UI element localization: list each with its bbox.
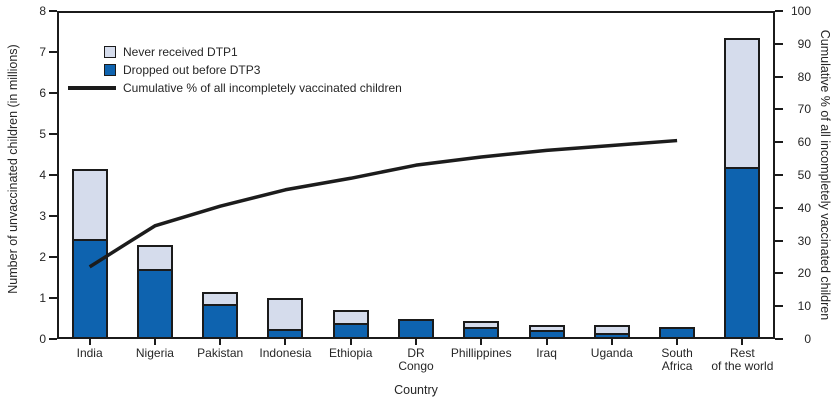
left-axis-tick-2 xyxy=(49,256,57,258)
bar-rest-of-the-world-never-received-segment xyxy=(724,37,761,167)
left-axis-tick-7 xyxy=(49,51,57,53)
right-axis-tick-label-10: 10 xyxy=(797,299,811,314)
legend-item-dropped-out-before-dtp3: Dropped out before DTP3 xyxy=(66,62,402,77)
left-axis-title: Number of unvaccinated children (in mill… xyxy=(6,44,20,294)
bar-nigeria-dropped-out-segment xyxy=(136,269,173,339)
x-axis-label-phillippines: Phillippines xyxy=(450,346,512,360)
right-axis-tick-70 xyxy=(775,108,783,111)
right-axis-tick-90 xyxy=(775,42,783,45)
bar-rest-of-the-world-dropped-out-segment xyxy=(724,166,761,339)
x-axis-label-south-africa: South Africa xyxy=(661,346,693,373)
right-axis-tick-label-80: 80 xyxy=(797,69,811,84)
right-axis-tick-50 xyxy=(775,174,783,176)
x-axis-tick-phillippines xyxy=(480,339,483,345)
right-axis-tick-30 xyxy=(775,239,783,242)
legend-item-cumulative-line: Cumulative % of all incompletely vaccina… xyxy=(66,80,402,95)
right-axis-tick-label-100: 100 xyxy=(790,4,811,18)
right-axis-tick-20 xyxy=(775,272,783,275)
left-axis-tick-6 xyxy=(49,92,57,94)
left-axis-tick-8 xyxy=(49,10,57,12)
cumulative-line-swatch-icon xyxy=(68,85,116,90)
x-axis-title: Country xyxy=(394,383,438,397)
right-axis-tick-label-90: 90 xyxy=(797,36,811,51)
left-axis-tick-label-8: 8 xyxy=(39,4,46,18)
x-axis-label-indonesia: Indonesia xyxy=(259,346,312,360)
right-axis-tick-label-20: 20 xyxy=(797,266,811,281)
right-axis-tick-100 xyxy=(775,10,783,12)
bar-india-never-received-segment xyxy=(71,168,108,239)
x-axis-label-rest-of-the-world: Rest of the world xyxy=(711,346,774,373)
right-axis-tick-10 xyxy=(775,305,783,308)
right-axis-tick-label-70: 70 xyxy=(797,102,811,117)
x-axis-tick-dr-congo xyxy=(415,339,417,345)
x-axis-label-uganda: Uganda xyxy=(590,346,633,360)
bar-indonesia-never-received-segment xyxy=(267,298,304,329)
x-axis-label-ethiopia: Ethiopia xyxy=(329,346,373,360)
plot-area xyxy=(57,11,775,339)
left-axis-tick-label-7: 7 xyxy=(39,45,46,59)
bar-uganda-never-received-segment xyxy=(593,324,630,333)
left-axis-tick-3 xyxy=(49,215,57,217)
right-axis-tick-label-50: 50 xyxy=(797,168,811,182)
right-axis-tick-80 xyxy=(775,75,783,78)
right-axis-title: Cumulative % of all incompletely vaccina… xyxy=(818,29,832,321)
dropped-out-before-dtp3-swatch-icon xyxy=(104,63,116,76)
right-axis-tick-label-30: 30 xyxy=(797,233,811,248)
right-axis-tick-0 xyxy=(775,338,783,340)
legend-item-never-received-dtp1: Never received DTP1 xyxy=(66,44,402,59)
x-axis-tick-rest-of-the-world xyxy=(741,339,744,345)
x-axis-tick-ethiopia xyxy=(349,339,352,345)
x-axis-tick-indonesia xyxy=(284,339,287,345)
x-axis-label-pakistan: Pakistan xyxy=(197,346,244,360)
never-received-dtp1-swatch-icon xyxy=(104,45,116,58)
bar-phillippines-never-received-segment xyxy=(463,320,500,327)
left-axis-tick-1 xyxy=(49,297,57,299)
left-axis-tick-5 xyxy=(49,133,57,135)
x-axis-label-nigeria: Nigeria xyxy=(135,346,174,360)
left-axis-tick-label-5: 5 xyxy=(39,127,46,141)
left-axis-tick-label-3: 3 xyxy=(39,209,46,223)
x-axis-label-india: India xyxy=(76,346,103,360)
bar-india-dropped-out-segment xyxy=(71,238,108,339)
x-axis-tick-pakistan xyxy=(219,339,222,345)
right-axis-tick-40 xyxy=(775,206,783,209)
right-axis-tick-label-40: 40 xyxy=(797,200,811,215)
legend-label: Never received DTP1 xyxy=(123,44,238,59)
bar-pakistan-never-received-segment xyxy=(202,291,239,305)
legend: Never received DTP1 Dropped out before D… xyxy=(66,44,402,98)
bar-ethiopia-never-received-segment xyxy=(332,310,369,323)
x-axis-tick-uganda xyxy=(610,339,613,345)
right-axis-tick-60 xyxy=(775,141,783,144)
x-axis-tick-india xyxy=(88,339,91,345)
bar-nigeria-never-received-segment xyxy=(136,244,173,270)
x-axis-tick-iraq xyxy=(545,339,548,345)
legend-label: Dropped out before DTP3 xyxy=(123,62,261,77)
left-axis-tick-4 xyxy=(49,174,57,176)
left-axis-tick-label-6: 6 xyxy=(39,86,46,100)
right-axis-tick-label-0: 0 xyxy=(804,332,811,346)
bar-iraq-never-received-segment xyxy=(528,324,565,330)
left-axis-tick-0 xyxy=(49,338,57,340)
left-axis-tick-label-2: 2 xyxy=(39,250,46,264)
legend-label: Cumulative % of all incompletely vaccina… xyxy=(123,80,402,95)
left-axis-tick-label-1: 1 xyxy=(39,291,46,305)
right-axis-tick-label-60: 60 xyxy=(797,135,811,150)
x-axis-tick-nigeria xyxy=(153,339,156,345)
left-axis-tick-label-0: 0 xyxy=(39,332,46,346)
cumulative-percent-line xyxy=(88,138,678,269)
x-axis-label-iraq: Iraq xyxy=(536,346,557,360)
x-axis-label-dr-congo: DR Congo xyxy=(398,346,434,373)
x-axis-tick-south-africa xyxy=(676,339,679,345)
left-axis-tick-label-4: 4 xyxy=(39,168,46,182)
